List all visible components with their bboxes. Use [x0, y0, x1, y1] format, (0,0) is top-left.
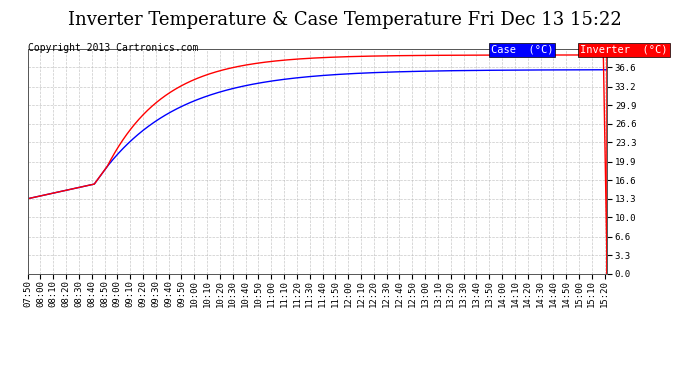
Text: Inverter  (°C): Inverter (°C) [580, 45, 668, 55]
Text: Case  (°C): Case (°C) [491, 45, 553, 55]
Text: Copyright 2013 Cartronics.com: Copyright 2013 Cartronics.com [28, 43, 198, 53]
Text: Inverter Temperature & Case Temperature Fri Dec 13 15:22: Inverter Temperature & Case Temperature … [68, 11, 622, 29]
